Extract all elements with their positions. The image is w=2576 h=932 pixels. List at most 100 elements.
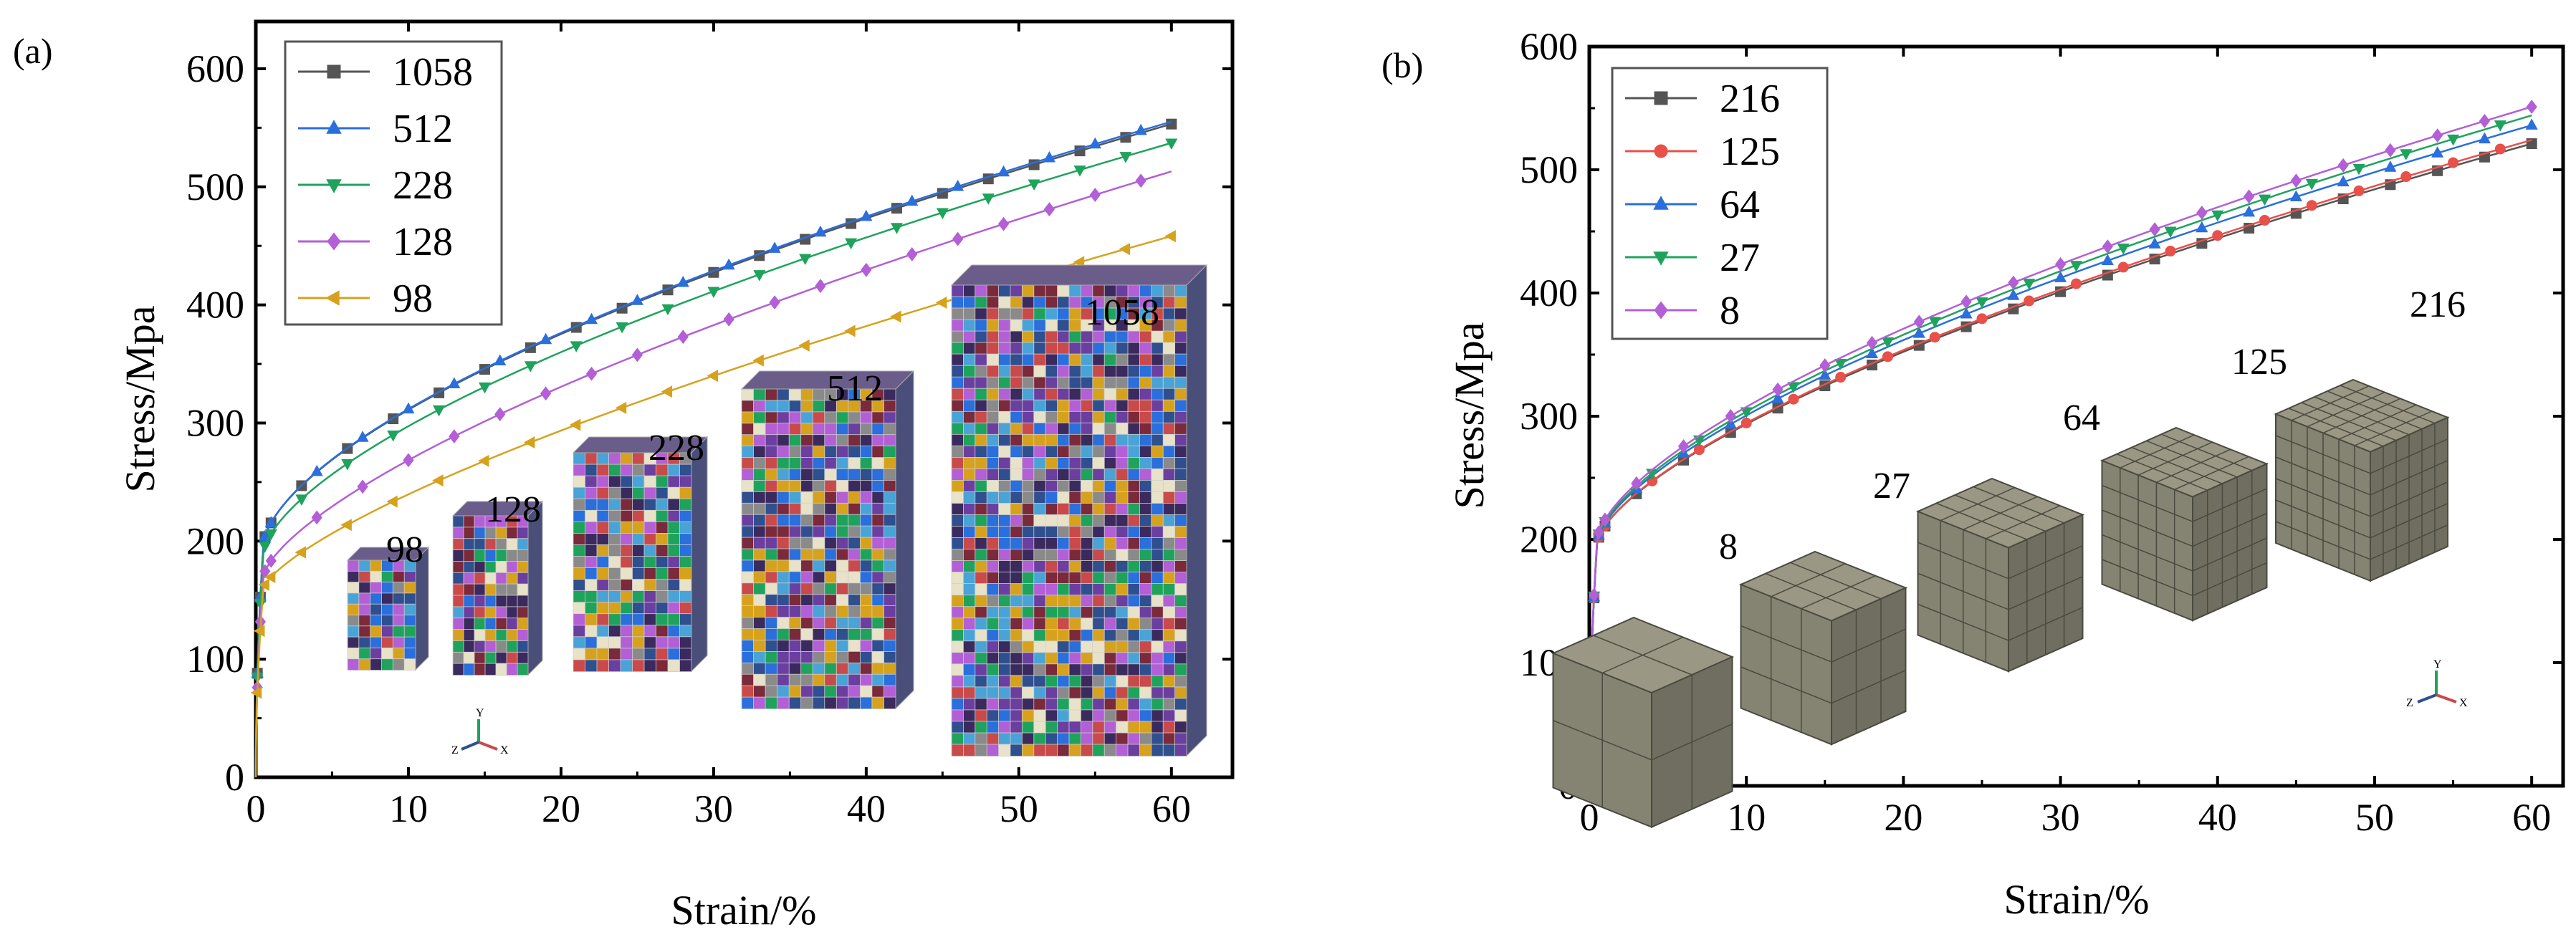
data-point <box>2148 237 2161 249</box>
data-point <box>752 354 764 367</box>
data-point <box>2023 279 2036 290</box>
data-point <box>250 686 262 699</box>
data-point <box>403 453 414 468</box>
svg-text:Y: Y <box>2433 658 2442 671</box>
x-tick-label: 10 <box>1727 796 1766 839</box>
inset-label: 27 <box>1873 466 1910 506</box>
axis-triad-icon: Y X Z <box>2406 658 2468 709</box>
data-point <box>982 193 995 205</box>
data-point <box>1929 332 1940 343</box>
data-point <box>264 529 277 541</box>
panel-b-label: (b) <box>1382 45 1423 85</box>
data-point <box>432 474 444 487</box>
cube-216 <box>2274 378 2450 582</box>
data-point <box>1164 230 1176 243</box>
inset-label: 128 <box>485 489 541 530</box>
data-point <box>1882 351 1893 362</box>
panel-b-series <box>1584 100 2538 787</box>
x-tick-label: 60 <box>1152 787 1191 830</box>
data-point <box>707 370 719 383</box>
data-point <box>2337 175 2350 187</box>
y-tick-label: 500 <box>1520 148 1578 191</box>
data-point <box>2306 200 2317 211</box>
data-point <box>259 564 271 579</box>
series-line <box>254 120 1172 778</box>
data-point <box>494 354 507 365</box>
y-tick-label: 0 <box>225 756 244 799</box>
x-tick-label: 40 <box>2198 796 2237 839</box>
data-point <box>1134 123 1147 135</box>
inset-label: 228 <box>648 428 704 469</box>
series-512 <box>251 120 1172 778</box>
data-point <box>845 238 858 250</box>
data-point <box>569 418 581 431</box>
series-line <box>1588 139 2532 787</box>
data-point <box>524 361 537 373</box>
svg-text:X: X <box>500 744 509 756</box>
data-point <box>2165 246 2176 257</box>
data-point <box>2069 261 2083 272</box>
svg-text:X: X <box>2459 697 2468 709</box>
data-point <box>661 304 674 316</box>
svg-text:Y: Y <box>476 707 484 719</box>
inset-label: 64 <box>2063 398 2100 438</box>
data-point <box>1166 118 1177 130</box>
data-point <box>478 454 489 467</box>
cube-27 <box>1738 550 1908 746</box>
data-point <box>2400 149 2413 160</box>
data-point <box>264 570 276 584</box>
data-point <box>2196 206 2208 220</box>
y-tick-label: 300 <box>1520 395 1578 438</box>
y-tick-label: 400 <box>1520 272 1578 314</box>
data-point <box>2448 157 2459 168</box>
y-tick-label: 200 <box>1520 518 1578 561</box>
inset-label: 1058 <box>1085 292 1159 333</box>
data-point <box>2196 221 2208 233</box>
data-point <box>449 429 460 443</box>
legend-label-64: 64 <box>1720 183 1760 227</box>
x-tick-label: 50 <box>2355 796 2394 839</box>
data-point <box>1073 165 1086 177</box>
data-point <box>1741 417 1752 428</box>
data-point <box>798 339 810 352</box>
panel-a-x-axis-label: Strain/% <box>671 887 817 932</box>
panel-a-mesh-insets: 98 128 228 512 1058 Y X Z <box>346 264 1208 757</box>
legend-label-8: 8 <box>1720 289 1740 333</box>
legend-marker-1058 <box>327 64 341 79</box>
mesh-slab-98 <box>346 546 430 671</box>
data-point <box>1912 327 1925 338</box>
data-point <box>2289 190 2302 201</box>
data-point <box>615 401 627 414</box>
data-point <box>631 347 643 362</box>
data-point <box>1677 439 1690 453</box>
data-point <box>861 262 872 277</box>
mesh-slab-228 <box>572 436 709 673</box>
data-point <box>1119 152 1132 163</box>
data-point <box>311 510 322 525</box>
data-point <box>540 332 552 345</box>
data-point <box>259 542 272 553</box>
cube-8 <box>1551 616 1735 829</box>
series-128 <box>252 170 1172 778</box>
data-point <box>540 386 552 401</box>
data-point <box>1725 408 1736 423</box>
data-point <box>723 312 734 327</box>
data-point <box>2243 189 2255 204</box>
y-tick-label: 100 <box>186 638 244 681</box>
data-point <box>386 495 398 508</box>
panel-b-x-axis-label: Strain/% <box>2004 876 2150 923</box>
data-point <box>570 341 583 352</box>
data-point <box>478 382 491 394</box>
data-point <box>494 407 506 422</box>
legend-marker-512 <box>326 120 342 134</box>
data-point <box>523 436 535 449</box>
data-point <box>1960 294 1972 309</box>
data-point <box>2478 132 2491 144</box>
data-point <box>1588 587 1600 602</box>
cube-125 <box>2099 426 2269 622</box>
data-point <box>2212 230 2223 241</box>
data-point <box>722 258 735 270</box>
data-point <box>2432 128 2443 143</box>
data-point <box>357 479 368 494</box>
data-point <box>2008 275 2019 290</box>
